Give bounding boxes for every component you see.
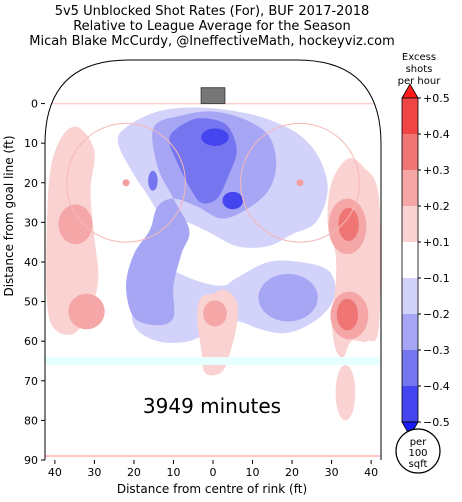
colorbar-tick-label-1: +0.4: [423, 128, 450, 141]
heat-region-7: [258, 273, 318, 322]
faceoff-dot-left: [122, 179, 130, 187]
y-axis: 0 10 20 30 40 50 60 70 80 90: [24, 98, 45, 467]
y-tick-label-9: 90: [24, 454, 38, 467]
colorbar-tick-label-4: +0.1: [423, 236, 450, 249]
colorbar-tick-label-8: −0.4: [423, 380, 450, 393]
y-tick-label-4: 40: [24, 256, 38, 269]
colorbar-tick-label-0: +0.5: [423, 92, 450, 105]
y-tick-label-5: 50: [24, 296, 38, 309]
blue-line: [45, 357, 381, 365]
colorbar-title-2: shots: [406, 64, 433, 75]
heat-region-5: [148, 170, 158, 191]
x-tick-label-2: 20: [127, 466, 141, 479]
x-tick-label-8: 40: [364, 466, 378, 479]
y-axis-label: Distance from goal line (ft): [2, 135, 16, 296]
x-axis-label: Distance from centre of rink (ft): [117, 482, 307, 496]
heat-region-4: [222, 191, 244, 210]
chart-title-line-3: Micah Blake McCurdy, @IneffectiveMath, h…: [29, 34, 395, 49]
heat-region-18: [335, 364, 356, 421]
colorbar-band-0: [402, 98, 418, 134]
colorbar-tick-label-5: −0.1: [423, 272, 450, 285]
colorbar: Excess shots per hour +0.5+0.4+0.3+0.2+0…: [398, 52, 450, 437]
unit-badge: [395, 428, 441, 474]
colorbar-band-3: [402, 206, 418, 242]
x-tick-label-3: 10: [166, 466, 180, 479]
colorbar-band-4: [402, 242, 418, 278]
colorbar-band-1: [402, 134, 418, 170]
colorbar-frame: [401, 97, 419, 423]
x-tick-label-4: 0: [210, 466, 217, 479]
colorbar-title-1: Excess: [402, 52, 436, 63]
x-tick-label-0: 40: [48, 466, 62, 479]
heat-region-1: [126, 111, 277, 326]
y-tick-label-7: 70: [24, 375, 38, 388]
y-tick-label-2: 20: [24, 177, 38, 190]
y-tick-label-6: 60: [24, 335, 38, 348]
faceoff-circle-left: [66, 122, 186, 243]
colorbar-segments: [401, 83, 419, 437]
faceoff-circle-right: [240, 122, 360, 243]
unit-badge-line-3: sqft: [409, 459, 428, 470]
colorbar-labels: +0.5 +0.4 +0.3 +0.2 +0.1 −0.1 −0.2 −0.3 −0.4 −0.5: [418, 92, 450, 429]
colorbar-band-5: [402, 278, 418, 314]
colorbar-tick-label-3: +0.2: [423, 200, 450, 213]
chart-title-line-2: Relative to League Average for the Seaso…: [73, 19, 351, 34]
y-tick-label-8: 80: [24, 414, 38, 427]
x-tick-label-5: 10: [246, 466, 260, 479]
y-tick-label-1: 10: [24, 137, 38, 150]
y-tick-label-0: 0: [31, 98, 38, 111]
x-tick-label-7: 30: [325, 466, 339, 479]
colorbar-band-7: [402, 350, 418, 386]
unit-badge-line-1: per: [410, 437, 428, 448]
colorbar-tick-label-2: +0.3: [423, 164, 450, 177]
heat-region-10: [68, 293, 105, 330]
heat-region-3: [201, 128, 229, 146]
goal-net: [200, 87, 226, 105]
rink-boards: [44, 59, 382, 460]
colorbar-tick-label-7: −0.3: [423, 344, 450, 357]
colorbar-band-8: [402, 386, 418, 422]
colorbar-tick-label-9: −0.5: [423, 416, 450, 429]
chart-title-line-1: 5v5 Unblocked Shot Rates (For), BUF 2017…: [55, 4, 370, 19]
heat-region-17: [203, 300, 227, 327]
minutes-annotation: 3949 minutes: [143, 394, 281, 418]
faceoff-dot-right: [296, 179, 304, 187]
x-axis: 40 30 20 10 0 10 20 30 40: [48, 460, 378, 479]
heat-region-9: [58, 204, 93, 245]
colorbar-band-6: [402, 314, 418, 350]
colorbar-tick-label-6: −0.2: [423, 308, 450, 321]
heat-region-13: [338, 207, 359, 241]
y-tick-label-3: 30: [24, 216, 38, 229]
colorbar-band-2: [402, 170, 418, 206]
x-tick-label-6: 20: [285, 466, 299, 479]
heat-region-15: [336, 298, 359, 331]
x-tick-label-1: 30: [87, 466, 101, 479]
colorbar-title-3: per hour: [398, 76, 442, 87]
heatmap-regions: [46, 107, 381, 421]
unit-badge-line-2: 100: [408, 448, 427, 459]
